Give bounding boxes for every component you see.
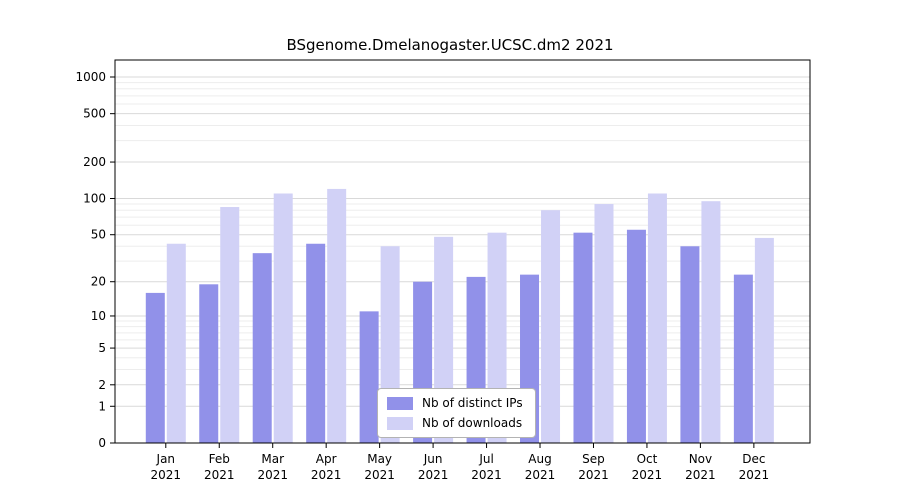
- axis-box: [114, 59, 811, 444]
- x-tick-year-label: 2021: [364, 468, 395, 482]
- x-tick-year-label: 2021: [311, 468, 342, 482]
- y-tick-label: 20: [91, 275, 106, 289]
- legend-item-distinct-ips: Nb of distinct IPs: [387, 396, 523, 410]
- x-tick-month-label: Feb: [209, 452, 230, 466]
- x-tick-month-label: Oct: [637, 452, 658, 466]
- bar-downloads: [647, 193, 667, 443]
- bar-distinct-ips: [680, 246, 700, 443]
- legend-label-distinct-ips: Nb of distinct IPs: [422, 396, 523, 410]
- bar-distinct-ips: [145, 292, 165, 443]
- y-tick-label: 5: [98, 341, 106, 355]
- x-tick-month-label: Nov: [689, 452, 712, 466]
- bar-distinct-ips: [626, 229, 646, 443]
- x-tick-month-label: Jun: [423, 452, 443, 466]
- x-tick-month-label: Dec: [742, 452, 765, 466]
- y-tick-label: 100: [83, 192, 106, 206]
- x-tick-year-label: 2021: [525, 468, 556, 482]
- chart-title: BSgenome.Dmelanogaster.UCSC.dm2 2021: [286, 36, 614, 54]
- bar-downloads: [754, 237, 774, 443]
- bar-downloads: [594, 204, 614, 443]
- x-tick-month-label: Jan: [156, 452, 176, 466]
- bar-distinct-ips: [733, 274, 753, 443]
- bar-distinct-ips: [306, 243, 326, 443]
- y-tick-label: 1000: [75, 70, 106, 84]
- x-tick-year-label: 2021: [739, 468, 770, 482]
- x-tick-month-label: Jul: [478, 452, 493, 466]
- bar-downloads: [166, 243, 186, 443]
- legend-swatch-downloads-icon: [387, 416, 413, 430]
- y-tick-label: 0: [98, 436, 106, 450]
- x-tick-year-label: 2021: [685, 468, 716, 482]
- bar-downloads: [701, 201, 721, 443]
- y-tick-label: 10: [91, 309, 106, 323]
- y-tick-label: 500: [83, 107, 106, 121]
- x-tick-year-label: 2021: [151, 468, 182, 482]
- bar-downloads: [327, 188, 347, 443]
- x-tick-month-label: Aug: [528, 452, 551, 466]
- bar-distinct-ips: [573, 232, 593, 443]
- bar-distinct-ips: [359, 311, 379, 443]
- y-tick-label: 200: [83, 155, 106, 169]
- x-tick-month-label: Sep: [582, 452, 605, 466]
- legend-swatch-distinct-ips-icon: [387, 396, 413, 410]
- legend: Nb of distinct IPs Nb of downloads: [377, 388, 536, 438]
- y-tick-label: 50: [91, 228, 106, 242]
- bar-distinct-ips: [252, 253, 272, 443]
- bar-downloads: [273, 193, 293, 443]
- x-tick-month-label: Mar: [261, 452, 284, 466]
- x-tick-year-label: 2021: [578, 468, 609, 482]
- x-tick-year-label: 2021: [418, 468, 449, 482]
- x-tick-year-label: 2021: [471, 468, 502, 482]
- y-tick-label: 2: [98, 378, 106, 392]
- bar-distinct-ips: [199, 284, 219, 443]
- bar-downloads: [220, 207, 240, 443]
- legend-label-downloads: Nb of downloads: [422, 416, 523, 430]
- x-tick-month-label: May: [367, 452, 392, 466]
- x-tick-year-label: 2021: [204, 468, 235, 482]
- x-tick-year-label: 2021: [632, 468, 663, 482]
- x-tick-year-label: 2021: [257, 468, 288, 482]
- y-tick-label: 1: [98, 399, 106, 413]
- legend-item-downloads: Nb of downloads: [387, 416, 523, 430]
- x-tick-month-label: Apr: [316, 452, 337, 466]
- bar-downloads: [541, 210, 561, 443]
